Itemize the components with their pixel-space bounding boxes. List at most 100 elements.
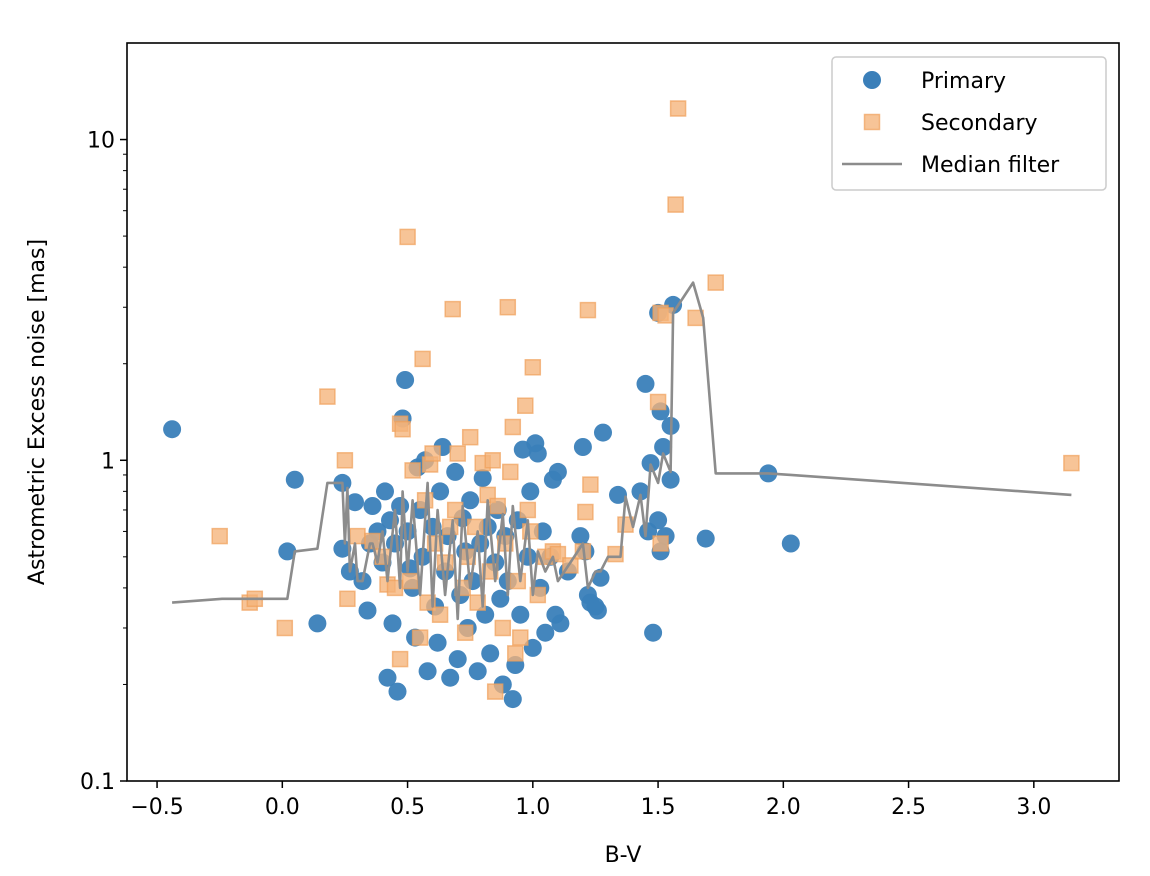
primary-point <box>396 371 415 389</box>
y-tick-label: 1 <box>101 449 115 474</box>
primary-point <box>468 662 487 681</box>
secondary-point <box>667 196 684 213</box>
legend-secondary-marker <box>863 113 881 131</box>
primary-point <box>654 438 673 456</box>
secondary-point <box>652 535 669 552</box>
primary-point <box>446 462 465 481</box>
primary-point <box>346 493 364 512</box>
secondary-point <box>424 445 441 462</box>
secondary-point <box>519 501 537 519</box>
primary-point <box>696 529 715 548</box>
primary-point <box>631 482 650 501</box>
primary-point <box>548 462 567 481</box>
primary-point <box>644 623 663 642</box>
primary-point <box>594 423 612 442</box>
primary-point <box>491 589 510 608</box>
primary-point <box>551 614 570 633</box>
legend-label: Secondary <box>921 111 1038 136</box>
secondary-point <box>391 650 409 668</box>
secondary-point <box>431 606 449 623</box>
secondary-point <box>707 274 724 291</box>
secondary-point <box>669 100 687 117</box>
primary-point <box>521 482 540 501</box>
primary-point <box>428 633 447 652</box>
y-axis: 0.1 1 10 <box>80 129 127 795</box>
secondary-point <box>319 388 336 405</box>
primary-point <box>278 542 297 561</box>
legend-label: Median filter <box>921 153 1060 178</box>
legend-box <box>831 56 1107 191</box>
secondary-point <box>211 527 228 545</box>
x-axis: −0.5 0.0 0.5 1.0 1.5 2.0 2.5 3.0 <box>130 781 1051 820</box>
primary-point <box>573 438 592 456</box>
secondary-point <box>494 619 512 637</box>
secondary-point <box>349 527 366 545</box>
primary-point <box>308 614 327 633</box>
primary-point <box>378 668 397 687</box>
primary-point <box>418 662 437 681</box>
primary-point <box>441 668 460 687</box>
secondary-point <box>466 518 484 536</box>
primary-point <box>781 534 800 553</box>
secondary-point <box>411 629 429 646</box>
primary-point <box>511 605 530 624</box>
secondary-point <box>1063 454 1080 472</box>
legend-label: Primary <box>921 69 1006 94</box>
secondary-point <box>456 624 474 641</box>
secondary-point <box>436 554 454 571</box>
primary-point <box>163 420 182 439</box>
secondary-point <box>502 463 519 481</box>
primary-point <box>503 690 522 709</box>
primary-point <box>473 469 492 488</box>
secondary-point <box>444 300 461 318</box>
secondary-point <box>524 359 542 376</box>
primary-point <box>285 470 304 489</box>
primary-point <box>431 482 450 501</box>
median-filter-line <box>172 281 1072 621</box>
secondary-point <box>336 452 354 469</box>
primary-point <box>641 454 660 473</box>
primary-point <box>376 482 394 501</box>
x-tick-label: 2.0 <box>766 795 801 820</box>
secondary-point <box>461 428 479 446</box>
primary-point <box>383 614 402 633</box>
y-axis-label: Astrometric Excess noise [mas] <box>25 239 50 585</box>
secondary-point <box>404 462 421 479</box>
primary-point <box>481 644 500 663</box>
x-tick-label: 1.5 <box>641 795 676 820</box>
primary-point <box>363 497 382 515</box>
y-tick-label: 0.1 <box>80 770 115 795</box>
secondary-point <box>517 397 534 414</box>
primary-point <box>461 491 480 510</box>
x-tick-label: 3.0 <box>1016 795 1051 820</box>
primary-point <box>448 650 467 669</box>
secondary-point <box>489 497 506 515</box>
secondary-point <box>657 307 674 324</box>
secondary-point <box>446 501 464 519</box>
secondary-point <box>499 298 517 316</box>
y-tick-label: 10 <box>87 129 115 154</box>
primary-point <box>388 682 407 701</box>
axes-frame <box>126 42 1120 782</box>
secondary-point <box>276 619 294 637</box>
secondary-point <box>401 572 419 590</box>
primary-point <box>536 623 555 642</box>
secondary-point <box>649 393 667 411</box>
secondary-point <box>579 301 597 319</box>
x-axis-label: B-V <box>605 843 642 868</box>
x-tick-label: 0.5 <box>390 795 425 820</box>
primary-point <box>609 485 627 504</box>
x-tick-label: −0.5 <box>130 795 183 820</box>
x-tick-label: 1.0 <box>515 795 550 820</box>
secondary-point <box>512 629 529 646</box>
secondary-point <box>399 228 416 246</box>
primary-point <box>636 374 655 393</box>
primary-point <box>333 539 352 558</box>
secondary-point <box>504 418 522 436</box>
primary-point <box>661 470 680 489</box>
x-tick-label: 0.0 <box>265 795 300 820</box>
secondary-point <box>509 572 527 590</box>
legend: Primary Secondary Median filter <box>831 56 1107 191</box>
primary-point <box>398 522 417 541</box>
secondary-point <box>486 683 504 700</box>
